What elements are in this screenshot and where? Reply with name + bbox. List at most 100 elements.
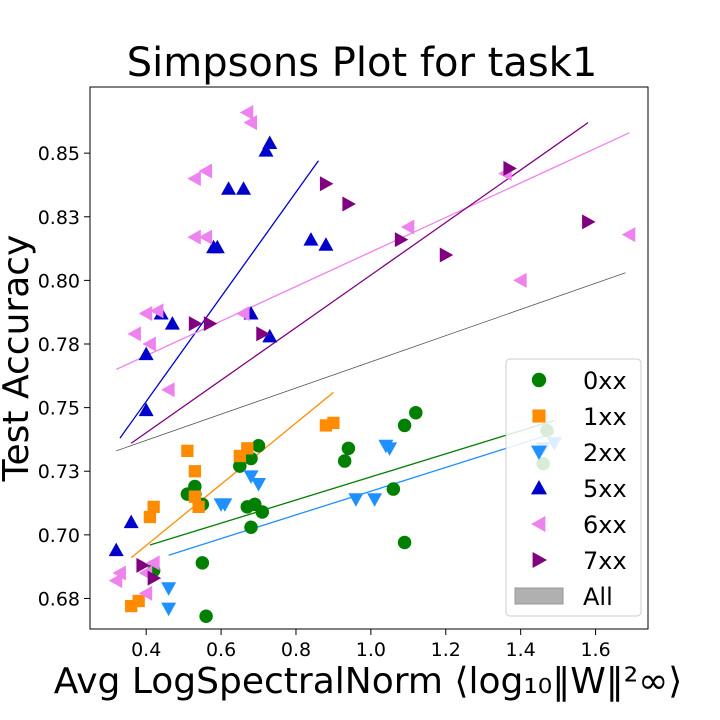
point-6xx-15 — [239, 104, 254, 120]
y-tick-label: 0.75 — [38, 398, 80, 420]
point-5xx-1 — [123, 514, 139, 529]
y-tick-label: 0.73 — [38, 461, 80, 483]
point-6xx-11 — [198, 229, 213, 245]
chart-title: Simpsons Plot for task1 — [127, 40, 598, 86]
point-2xx-7 — [367, 493, 383, 507]
fit-line-All — [116, 272, 626, 452]
point-0xx-9 — [251, 439, 266, 453]
point-1xx-3 — [147, 500, 160, 514]
point-6xx-4 — [138, 585, 153, 601]
point-0xx-17 — [397, 418, 412, 433]
point-1xx-4 — [181, 444, 194, 458]
fit-line-5xx — [119, 160, 319, 439]
point-5xx-11 — [262, 328, 278, 343]
point-6xx-14 — [236, 305, 250, 321]
point-2xx-0 — [161, 582, 177, 596]
point-7xx-6 — [342, 196, 356, 212]
y-tick-label: 0.70 — [38, 525, 80, 547]
point-1xx-5 — [188, 465, 202, 478]
y-axis-label: Test Accuracy — [0, 235, 37, 483]
point-7xx-2 — [188, 316, 203, 332]
point-5xx-7 — [209, 239, 225, 254]
point-5xx-14 — [303, 232, 319, 246]
y-tick-label: 0.68 — [38, 588, 80, 610]
plot-frame — [89, 86, 649, 630]
point-6xx-20 — [621, 227, 636, 243]
point-7xx-1 — [136, 557, 150, 573]
point-6xx-17 — [400, 219, 415, 235]
point-7xx-8 — [439, 247, 454, 263]
point-5xx-2 — [138, 402, 154, 417]
point-1xx-1 — [132, 594, 145, 608]
legend-marker-6xx — [531, 516, 546, 532]
point-1xx-2 — [143, 510, 157, 524]
legend-box — [505, 358, 642, 617]
y-ticks: 0.68 0.70 0.73 0.75 0.78 0.80 0.83 0.85 — [38, 143, 90, 610]
point-2xx-5 — [251, 477, 267, 492]
point-2xx-4 — [243, 470, 259, 484]
point-7xx-4 — [256, 326, 270, 342]
point-2xx-1 — [161, 602, 177, 617]
point-0xx-12 — [255, 505, 270, 519]
point-5xx-15 — [318, 237, 334, 251]
point-7xx-7 — [394, 232, 409, 248]
x-tick-label: 0.6 — [206, 639, 236, 661]
point-6xx-10 — [187, 229, 201, 245]
point-6xx-16 — [243, 115, 258, 131]
point-5xx-8 — [221, 181, 237, 195]
legend: 0xx 1xx 2xx 5xx 6xx 7xx All — [505, 358, 642, 617]
point-7xx-0 — [147, 570, 162, 586]
point-6xx-6 — [142, 336, 156, 352]
point-0xx-14 — [337, 454, 352, 468]
legend-label-5xx: 5xx — [583, 475, 627, 503]
point-6xx-0 — [108, 573, 123, 589]
point-5xx-3 — [138, 346, 154, 361]
y-tick-label: 0.78 — [38, 334, 80, 356]
point-6xx-8 — [149, 303, 164, 319]
legend-label-2xx: 2xx — [583, 439, 627, 467]
y-tick-label: 0.80 — [38, 270, 80, 292]
legend-marker-2xx — [531, 445, 547, 460]
point-1xx-7 — [192, 500, 205, 514]
point-6xx-12 — [187, 171, 201, 187]
point-7xx-5 — [319, 176, 334, 192]
x-tick-label: 0.4 — [131, 639, 161, 661]
point-6xx-3 — [146, 555, 160, 571]
legend-label-7xx: 7xx — [583, 547, 627, 575]
point-1xx-11 — [327, 416, 340, 430]
legend-marker-5xx — [531, 480, 547, 495]
point-1xx-9 — [241, 442, 254, 455]
point-0xx-7 — [233, 459, 247, 473]
legend-label-0xx: 0xx — [583, 367, 627, 395]
point-5xx-9 — [236, 181, 252, 195]
point-5xx-5 — [164, 316, 180, 330]
point-1xx-6 — [188, 490, 202, 503]
x-tick-label: 1.4 — [506, 639, 536, 661]
fit-line-1xx — [130, 391, 334, 559]
point-5xx-0 — [108, 542, 124, 557]
point-5xx-13 — [262, 135, 278, 149]
legend-label-All: All — [583, 583, 613, 611]
point-0xx-8 — [244, 451, 258, 466]
legend-label-6xx: 6xx — [583, 511, 627, 539]
point-0xx-16 — [386, 482, 401, 496]
point-0xx-2 — [199, 609, 213, 624]
point-0xx-1 — [195, 556, 210, 570]
legend-marker-1xx — [532, 409, 546, 423]
point-2xx-6 — [348, 493, 364, 507]
x-axis-label: Avg LogSpectralNorm ⟨log₁₀‖W‖²∞⟩ — [54, 661, 683, 702]
point-6xx-7 — [138, 305, 153, 321]
point-0xx-19 — [397, 535, 412, 550]
y-tick-label: 0.85 — [38, 143, 80, 165]
point-7xx-3 — [203, 316, 218, 332]
x-tick-label: 0.8 — [281, 639, 311, 661]
point-6xx-19 — [513, 272, 527, 288]
point-6xx-13 — [198, 163, 213, 179]
x-tick-label: 1.0 — [356, 639, 386, 661]
legend-marker-0xx — [531, 372, 547, 388]
point-0xx-15 — [341, 441, 356, 456]
y-tick-label: 0.83 — [38, 207, 80, 229]
point-5xx-12 — [258, 143, 274, 157]
point-0xx-18 — [409, 405, 423, 420]
